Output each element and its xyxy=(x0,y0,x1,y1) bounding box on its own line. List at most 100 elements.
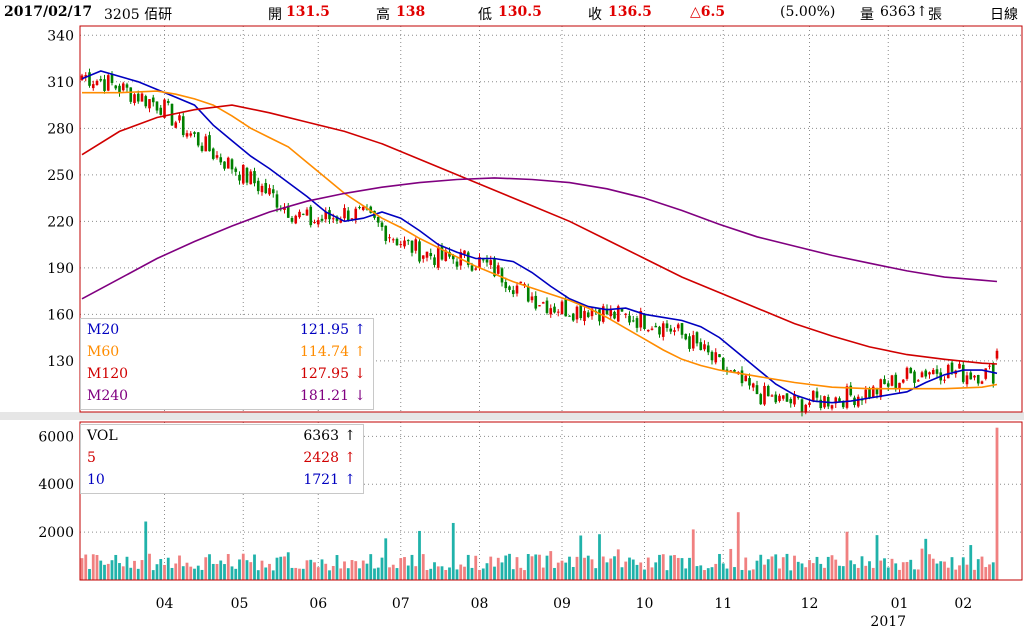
legend-vol10-arrow-icon: ↑ xyxy=(344,472,356,488)
volume-bar xyxy=(733,567,736,580)
candle-body xyxy=(729,370,733,372)
volume-bar xyxy=(714,563,718,580)
volume-bar xyxy=(260,560,264,580)
candle-body xyxy=(800,399,804,413)
candle-body xyxy=(864,389,868,400)
volume-bar xyxy=(343,561,346,580)
candle-body xyxy=(410,240,414,253)
volume-bar xyxy=(346,568,350,580)
legend-m60-arrow-icon: ↑ xyxy=(354,344,366,360)
candle-body xyxy=(384,225,388,241)
candle-body xyxy=(714,352,718,363)
candle-body xyxy=(343,207,346,219)
volume-bar xyxy=(384,538,388,580)
close-value: 136.5 xyxy=(608,4,652,20)
legend-m60-value: 114.74 xyxy=(300,344,349,360)
candle-body xyxy=(84,75,88,78)
candle-body xyxy=(654,325,658,328)
candle-body xyxy=(369,206,373,213)
candle-body xyxy=(474,268,478,270)
legend-m20-name: M20 xyxy=(87,322,120,338)
volume-bar xyxy=(361,560,365,580)
volume-bars xyxy=(80,427,999,580)
candle-body xyxy=(733,369,736,372)
volume-bar xyxy=(174,563,178,580)
candle-body xyxy=(234,168,238,172)
legend-m20-value: 121.95 xyxy=(300,322,349,338)
volume-bar xyxy=(271,570,275,580)
candle-body xyxy=(215,155,219,158)
candle-body xyxy=(238,174,241,181)
axis-labels: 340 310 280 250 220 190 160 130 6000 4000 2000 04 05… xyxy=(38,28,972,630)
candle-body xyxy=(646,329,650,332)
candle-body xyxy=(991,363,995,384)
volume-bar xyxy=(830,555,834,580)
legend-vol10-value: 1721 xyxy=(303,472,339,488)
candle-body xyxy=(808,402,811,405)
candle-body xyxy=(586,312,590,317)
candle-body xyxy=(856,396,860,407)
high-value: 138 xyxy=(396,4,426,20)
candle-body xyxy=(849,385,853,396)
volume-bar xyxy=(841,566,845,580)
volume-bar xyxy=(406,565,410,580)
volume-bar xyxy=(163,564,166,580)
volume-bar xyxy=(924,538,928,580)
volume-bar xyxy=(268,563,271,580)
candle-body xyxy=(106,75,110,91)
candle-body xyxy=(256,180,260,192)
candle-body xyxy=(673,330,676,332)
volume-bar xyxy=(541,567,545,580)
candle-body xyxy=(316,220,320,225)
candle-body xyxy=(661,323,665,337)
volume-bar xyxy=(159,559,163,580)
volume-bar xyxy=(991,562,995,580)
volume-bar xyxy=(455,569,459,580)
candle-body xyxy=(523,283,526,285)
volume-bar xyxy=(755,560,759,580)
candle-body xyxy=(811,390,815,401)
candle-body xyxy=(781,395,785,399)
volume-bar xyxy=(204,557,208,580)
volume-bar xyxy=(868,561,871,580)
candle-body xyxy=(669,328,673,332)
candle-body xyxy=(99,79,103,81)
volume-bar xyxy=(811,563,815,580)
candle-body xyxy=(898,382,901,389)
volume-bar xyxy=(639,562,643,580)
candle-body xyxy=(763,385,766,405)
volume-tick-label: 6000 xyxy=(38,429,74,445)
candle-body xyxy=(481,259,485,261)
volume-bar xyxy=(901,562,905,580)
stock-name: 3205 佰研 xyxy=(104,7,173,23)
volume-bar xyxy=(995,427,999,580)
candle-body xyxy=(358,207,361,209)
volume-bar xyxy=(729,548,733,580)
candle-body xyxy=(620,308,624,312)
volume-bar xyxy=(725,568,729,580)
ma-line-m20 xyxy=(81,70,998,404)
candle-body xyxy=(95,80,99,86)
candle-body xyxy=(496,265,500,274)
volume-bar xyxy=(699,565,703,580)
candle-body xyxy=(526,286,530,302)
candle-body xyxy=(211,148,215,159)
volume-bar xyxy=(789,570,793,580)
candle-body xyxy=(601,306,605,322)
candle-body xyxy=(129,87,133,102)
candle-body xyxy=(245,167,249,183)
volume-bar xyxy=(324,563,328,580)
volume-bar xyxy=(380,557,384,580)
volume-bar xyxy=(410,554,414,580)
volume-bar xyxy=(661,554,665,580)
candle-body xyxy=(478,257,481,268)
candle-body xyxy=(166,101,170,103)
volume-bar xyxy=(624,561,628,580)
volume-bar xyxy=(905,561,909,580)
candle-body xyxy=(958,363,961,369)
candle-body xyxy=(868,389,871,399)
price-tick-label: 340 xyxy=(47,28,74,44)
volume-bar xyxy=(230,566,234,580)
volume-bar xyxy=(984,567,988,580)
volume-bar xyxy=(590,559,594,580)
